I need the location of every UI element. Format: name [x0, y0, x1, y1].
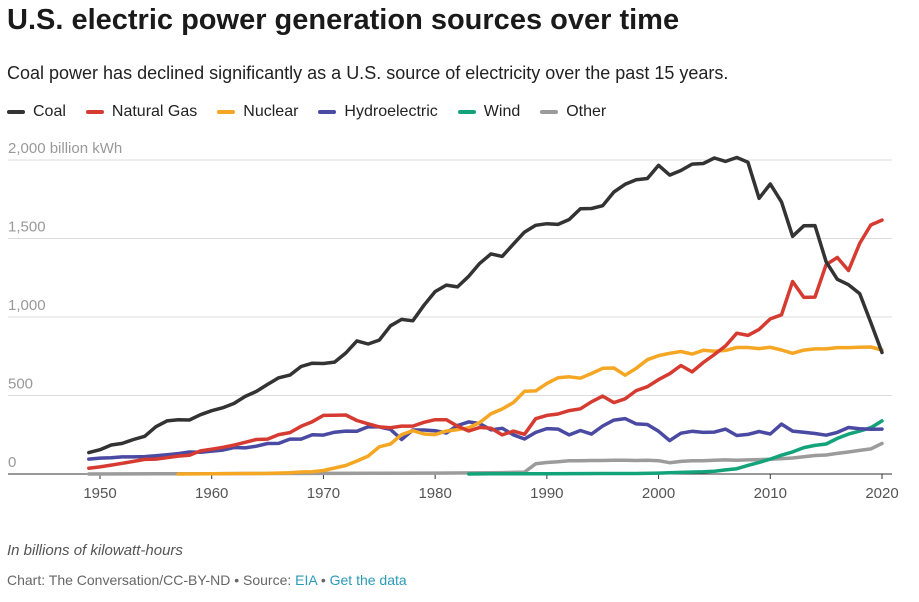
legend-item-nuclear: Nuclear — [217, 103, 298, 121]
legend-label: Nuclear — [243, 103, 299, 120]
legend-swatch — [7, 110, 25, 114]
x-tick-label: 1980 — [418, 485, 451, 502]
legend-swatch — [457, 110, 476, 114]
y-tick-label: 2,000 billion kWh — [8, 140, 122, 157]
legend-item-wind: Wind — [457, 103, 521, 121]
legend-swatch — [85, 110, 104, 114]
credit-prefix: Chart: The Conversation/CC-BY-ND • Sourc… — [7, 572, 296, 588]
legend-swatch — [318, 110, 337, 114]
series-line-hydroelectric — [87, 416, 884, 461]
units-note: In billions of kilowatt-hours — [7, 542, 183, 559]
legend-label: Hydroelectric — [344, 103, 438, 120]
legend-label: Natural Gas — [111, 103, 198, 120]
legend-item-natural-gas: Natural Gas — [85, 103, 198, 121]
legend-item-coal: Coal — [7, 103, 66, 121]
x-tick-label: 2020 — [865, 485, 898, 502]
y-tick-label: 1,500 — [8, 219, 46, 236]
get-data-link[interactable]: Get the data — [329, 572, 407, 588]
series-line-coal — [87, 155, 884, 455]
x-tick-label: 1960 — [195, 485, 228, 502]
x-tick-label: 2010 — [754, 485, 787, 502]
x-tick-label: 1970 — [307, 485, 340, 502]
x-tick-label: 1990 — [530, 485, 563, 502]
y-tick-label: 500 — [8, 376, 33, 393]
y-tick-label: 1,000 — [8, 297, 46, 314]
line-chart: 2,000 billion kWh 1,500 1,000 500 0 1950 1960 1… — [8, 140, 899, 502]
y-tick-label: 0 — [8, 454, 16, 471]
credit-line: Chart: The Conversation/CC-BY-ND • Sourc… — [7, 572, 407, 588]
series-line-wind — [466, 419, 884, 476]
x-tick-label: 2000 — [642, 485, 675, 502]
chart-subtitle: Coal power has declined significantly as… — [7, 63, 729, 83]
legend-swatch — [217, 110, 236, 114]
credit-separator: • — [316, 572, 330, 588]
x-tick-label: 1950 — [83, 485, 116, 502]
legend-swatch — [540, 110, 559, 114]
series-line-nuclear — [176, 345, 884, 476]
legend-label: Wind — [483, 103, 521, 120]
chart-title: U.S. electric power generation sources o… — [7, 4, 680, 36]
legend-label: Other — [566, 103, 607, 120]
source-link[interactable]: EIA — [295, 572, 317, 588]
legend-label: Coal — [33, 103, 66, 120]
legend-item-hydroelectric: Hydroelectric — [318, 103, 438, 121]
legend-item-other: Other — [540, 103, 606, 121]
legend: Coal Natural Gas Nuclear Hydroelectric Wind O… — [7, 103, 626, 121]
series-line-natural-gas — [87, 218, 884, 470]
series-line-other — [87, 441, 884, 476]
